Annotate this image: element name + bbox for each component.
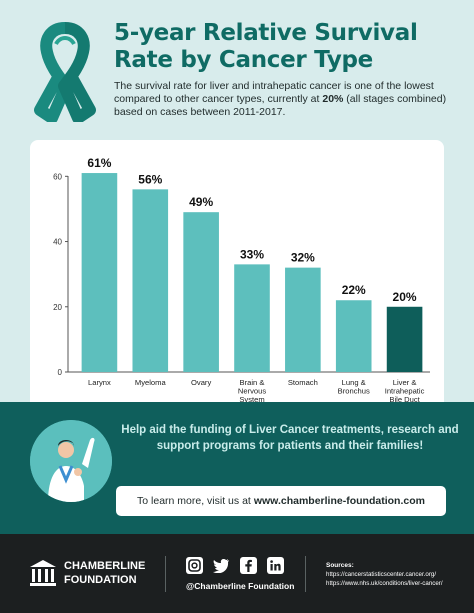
source-link-1[interactable]: https://cancerstatisticscenter.cancer.or… bbox=[326, 571, 437, 578]
brand-name: CHAMBERLINE FOUNDATION bbox=[64, 559, 145, 587]
doctor-icon bbox=[30, 420, 112, 502]
website-url[interactable]: www.chamberline-foundation.com bbox=[253, 495, 425, 507]
data-label: 32% bbox=[291, 251, 315, 265]
bar bbox=[335, 300, 372, 372]
title-line-2: Rate by Cancer Type bbox=[114, 47, 373, 73]
cta-headline: Help aid the funding of Liver Cancer tre… bbox=[121, 424, 459, 452]
category-label: Lung & bbox=[342, 378, 366, 387]
category-label: Bronchus bbox=[338, 387, 370, 396]
data-label: 49% bbox=[189, 195, 213, 209]
data-label: 22% bbox=[342, 283, 366, 297]
category-label: Stomach bbox=[288, 378, 318, 387]
bar bbox=[386, 306, 423, 372]
cta-band: Help aid the funding of Liver Cancer tre… bbox=[0, 402, 474, 534]
bar bbox=[285, 267, 321, 372]
page-title: 5-year Relative Survival Rate by Cancer … bbox=[114, 20, 454, 74]
footer: CHAMBERLINE FOUNDATION @Chamberline Foun… bbox=[0, 534, 474, 613]
subtitle-text-pre: The survival rate for liver and intrahep… bbox=[114, 80, 434, 105]
instagram-icon[interactable] bbox=[186, 557, 203, 574]
data-label: 33% bbox=[240, 247, 264, 261]
subtitle-text-post: (all stages combined) based on cases bet… bbox=[114, 93, 447, 118]
category-label: Ovary bbox=[191, 378, 211, 387]
doctor-illustration bbox=[30, 420, 112, 502]
title-line-1: 5-year Relative Survival bbox=[114, 20, 418, 46]
category-label: Intrahepatic bbox=[385, 387, 425, 396]
link-prefix: To learn more, visit us at bbox=[137, 495, 251, 507]
category-label: Bile Duct bbox=[389, 395, 420, 402]
building-icon bbox=[30, 560, 56, 586]
category-label: System bbox=[239, 395, 264, 402]
category-label: Nervous bbox=[238, 387, 266, 396]
data-label: 20% bbox=[393, 290, 417, 304]
ribbon-icon bbox=[34, 22, 96, 122]
twitter-icon[interactable] bbox=[213, 557, 230, 574]
y-tick-label: 0 bbox=[58, 368, 63, 377]
facebook-icon[interactable] bbox=[240, 557, 257, 574]
subtitle: The survival rate for liver and intrahep… bbox=[114, 80, 459, 119]
category-label: Brain & bbox=[240, 378, 265, 387]
category-label: Myeloma bbox=[135, 378, 167, 387]
divider bbox=[305, 556, 306, 592]
brand-line-1: CHAMBERLINE bbox=[64, 560, 146, 572]
bar bbox=[234, 264, 270, 372]
divider bbox=[165, 556, 166, 592]
subtitle-highlight: 20% bbox=[322, 93, 344, 105]
y-tick-label: 60 bbox=[53, 172, 62, 181]
bar bbox=[132, 189, 169, 372]
data-label: 56% bbox=[138, 172, 162, 186]
brand-line-2: FOUNDATION bbox=[64, 574, 137, 586]
website-link-box[interactable]: To learn more, visit us at www.chamberlin… bbox=[116, 486, 446, 516]
linkedin-icon[interactable] bbox=[267, 557, 284, 574]
source-link-2[interactable]: https://www.nhs.uk/conditions/liver-canc… bbox=[326, 580, 443, 587]
sources: Sources: https://cancerstatisticscenter.… bbox=[326, 561, 472, 588]
social-handle: @Chamberline Foundation bbox=[186, 581, 295, 591]
y-tick-label: 40 bbox=[53, 238, 62, 247]
chart-card: 0 20 40 60 61% Larynx 56% Myeloma 49% Ovary 33% Bra… bbox=[30, 140, 444, 402]
bar bbox=[81, 173, 118, 372]
y-tick-label: 20 bbox=[53, 303, 62, 312]
header: 5-year Relative Survival Rate by Cancer … bbox=[0, 0, 474, 140]
category-label: Larynx bbox=[88, 378, 111, 387]
bar-chart: 0 20 40 60 61% Larynx 56% Myeloma 49% Ovary 33% Bra… bbox=[53, 156, 430, 402]
sources-label: Sources: bbox=[326, 562, 354, 569]
category-label: Liver & bbox=[393, 378, 417, 387]
data-label: 61% bbox=[87, 156, 111, 170]
social-links bbox=[186, 557, 284, 574]
bar bbox=[183, 212, 219, 372]
